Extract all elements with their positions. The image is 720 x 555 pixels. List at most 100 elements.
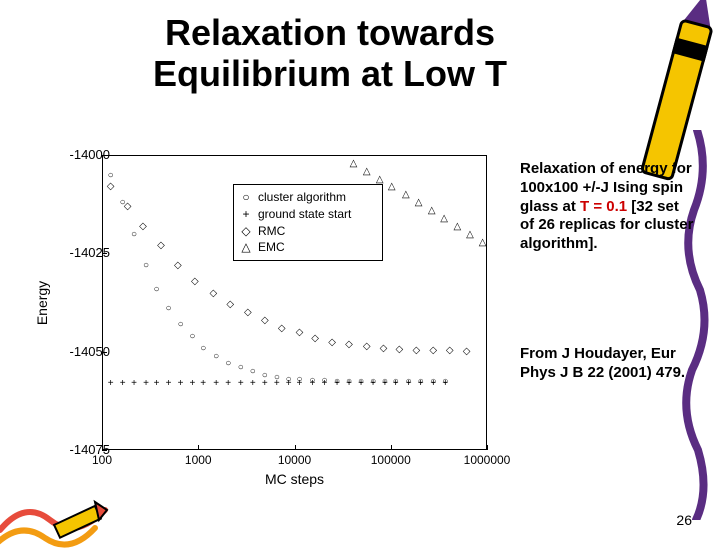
legend-label: cluster algorithm <box>258 189 346 206</box>
diamond-marker-icon: ◇ <box>240 223 252 240</box>
data-marker: + <box>200 379 206 389</box>
data-marker: + <box>166 379 172 389</box>
plus-marker-icon: + <box>240 206 252 223</box>
energy-relaxation-chart: Energy ○ cluster algorithm + ground stat… <box>30 155 500 485</box>
data-marker: ◇ <box>226 300 234 310</box>
chart-ylabel: Energy <box>34 281 50 325</box>
data-marker: + <box>393 379 399 389</box>
data-marker: ◇ <box>191 277 199 287</box>
triangle-marker-icon: △ <box>240 239 252 256</box>
data-marker: ◇ <box>412 346 420 356</box>
data-marker: ◇ <box>446 346 454 356</box>
data-marker: + <box>120 379 126 389</box>
legend-item: ◇ RMC <box>240 223 376 240</box>
data-marker: △ <box>479 238 487 248</box>
figure-caption: Relaxation of energy for 100x100 +/-J Is… <box>520 160 695 254</box>
data-marker: ◇ <box>244 308 252 318</box>
data-marker: + <box>297 379 303 389</box>
data-marker: △ <box>350 159 358 169</box>
data-marker: ◇ <box>311 334 319 344</box>
caption-highlight: T = 0.1 <box>580 198 627 215</box>
data-marker: + <box>143 379 149 389</box>
data-marker: △ <box>376 175 384 185</box>
data-marker: ○ <box>166 304 172 314</box>
data-marker: + <box>154 379 160 389</box>
data-marker: ○ <box>250 367 256 377</box>
data-marker: ◇ <box>463 347 471 357</box>
data-marker: ◇ <box>328 338 336 348</box>
data-marker: ◇ <box>209 289 217 299</box>
data-marker: + <box>406 379 412 389</box>
data-marker: △ <box>363 167 371 177</box>
legend-item: ○ cluster algorithm <box>240 189 376 206</box>
data-marker: △ <box>415 198 423 208</box>
data-marker: △ <box>453 222 461 232</box>
data-marker: ◇ <box>345 340 353 350</box>
citation-text: From J Houdayer, Eur Phys J B 22 (2001) … <box>520 345 695 383</box>
data-marker: ◇ <box>396 345 404 355</box>
data-marker: + <box>370 379 376 389</box>
data-marker: ○ <box>178 320 184 330</box>
data-marker: + <box>442 379 448 389</box>
data-marker: + <box>310 379 316 389</box>
data-marker: ○ <box>225 359 231 369</box>
legend-label: EMC <box>258 239 285 256</box>
xtick-label: 1000 <box>185 453 212 467</box>
chart-legend: ○ cluster algorithm + ground state start… <box>233 184 383 261</box>
data-marker: ◇ <box>124 202 132 212</box>
data-marker: + <box>213 379 219 389</box>
data-marker: ○ <box>213 352 219 362</box>
page-number: 26 <box>676 512 692 528</box>
data-marker: + <box>286 379 292 389</box>
data-marker: ○ <box>189 332 195 342</box>
data-marker: △ <box>428 206 436 216</box>
data-marker: △ <box>440 214 448 224</box>
data-marker: + <box>225 379 231 389</box>
data-marker: + <box>418 379 424 389</box>
circle-marker-icon: ○ <box>240 189 252 206</box>
data-marker: △ <box>402 190 410 200</box>
ytick-label: -14050 <box>50 344 110 359</box>
data-marker: + <box>334 379 340 389</box>
data-marker: + <box>190 379 196 389</box>
data-marker: ○ <box>143 261 149 271</box>
ytick-label: -14025 <box>50 245 110 260</box>
data-marker: ◇ <box>429 346 437 356</box>
data-marker: ◇ <box>107 182 115 192</box>
legend-label: ground state start <box>258 206 351 223</box>
data-marker: ◇ <box>157 241 165 251</box>
legend-item: + ground state start <box>240 206 376 223</box>
xtick-label: 100000 <box>371 453 411 467</box>
data-marker: ◇ <box>363 342 371 352</box>
legend-item: △ EMC <box>240 239 376 256</box>
data-marker: + <box>262 379 268 389</box>
data-marker: + <box>131 379 137 389</box>
data-marker: ○ <box>131 230 137 240</box>
chart-plot-area: ○ cluster algorithm + ground state start… <box>102 155 487 450</box>
data-marker: + <box>250 379 256 389</box>
data-marker: ◇ <box>278 324 286 334</box>
data-marker: + <box>238 379 244 389</box>
data-marker: ○ <box>154 285 160 295</box>
data-marker: △ <box>466 230 474 240</box>
data-marker: ◇ <box>139 222 147 232</box>
data-marker: △ <box>388 182 396 192</box>
data-marker: + <box>382 379 388 389</box>
data-marker: + <box>322 379 328 389</box>
xtick-label: 1000000 <box>464 453 511 467</box>
data-marker: ◇ <box>380 344 388 354</box>
data-marker: ◇ <box>174 261 182 271</box>
xtick-label: 10000 <box>278 453 311 467</box>
data-marker: + <box>430 379 436 389</box>
data-marker: ○ <box>108 171 114 181</box>
data-marker: + <box>358 379 364 389</box>
data-marker: + <box>108 379 114 389</box>
slide-title: Relaxation towards Equilibrium at Low T <box>90 12 570 95</box>
data-marker: + <box>346 379 352 389</box>
chart-xlabel: MC steps <box>102 471 487 487</box>
ytick-label: -14000 <box>50 147 110 162</box>
data-marker: + <box>178 379 184 389</box>
data-marker: ◇ <box>296 328 304 338</box>
data-marker: ◇ <box>261 316 269 326</box>
legend-label: RMC <box>258 223 285 240</box>
